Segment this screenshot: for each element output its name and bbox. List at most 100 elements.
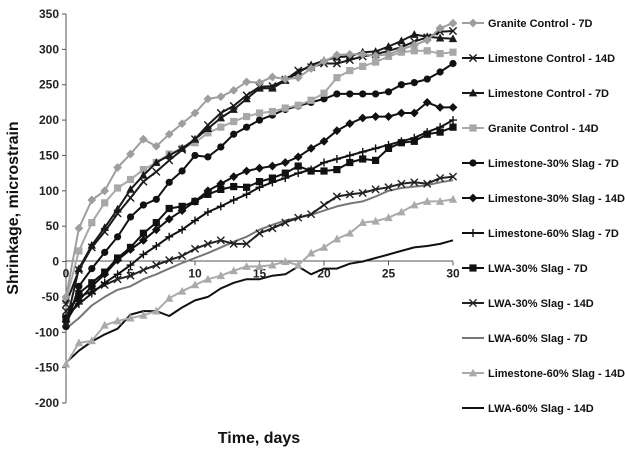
data-point: [449, 116, 457, 125]
data-point: [268, 174, 276, 182]
data-point: [268, 178, 277, 187]
data-point: [152, 241, 161, 250]
data-point: [281, 174, 290, 183]
data-point: [75, 247, 83, 255]
data-point: [152, 260, 161, 270]
data-point: [178, 225, 187, 234]
data-point: [126, 271, 135, 280]
data-point: [423, 128, 432, 137]
data-point: [281, 257, 290, 265]
data-point: [435, 197, 445, 205]
data-point: [255, 229, 264, 238]
data-point: [345, 119, 355, 129]
data-point: [164, 214, 174, 224]
data-point: [293, 73, 303, 83]
data-point: [177, 143, 187, 152]
series-limestone-60-slag-7d: [62, 116, 457, 321]
y-tick-label: -50: [42, 290, 60, 304]
data-point: [100, 186, 110, 196]
data-point: [139, 134, 148, 144]
data-point: [306, 248, 316, 257]
data-point: [410, 47, 418, 55]
data-point: [242, 166, 251, 176]
data-point: [435, 33, 445, 42]
data-point: [320, 167, 328, 175]
data-point: [359, 155, 367, 163]
data-point: [61, 319, 71, 328]
data-point: [333, 166, 341, 174]
legend-swatch-marker: [469, 229, 477, 237]
data-point: [139, 235, 148, 245]
legend-item: LWA-60% Slag - 7D: [462, 333, 588, 345]
data-point: [384, 213, 393, 222]
data-point: [152, 219, 160, 227]
data-point: [113, 316, 122, 325]
data-point: [307, 96, 315, 104]
data-point: [229, 266, 238, 275]
data-point: [384, 49, 393, 59]
data-point: [294, 101, 302, 109]
data-point: [75, 282, 83, 290]
data-point: [61, 359, 71, 368]
data-point: [320, 95, 328, 103]
x-tick-label: 30: [446, 267, 460, 281]
legend-swatch-marker: [469, 159, 477, 167]
data-point: [216, 179, 226, 189]
data-point: [384, 112, 393, 121]
data-point: [216, 108, 225, 118]
data-point: [255, 183, 264, 192]
x-axis-title: Time, days: [218, 430, 301, 447]
data-point: [268, 224, 277, 233]
data-point: [100, 278, 109, 287]
legend-item: Limestone-60% Slag - 14D: [462, 368, 625, 380]
series-granite-control-7d: [61, 18, 458, 302]
data-point: [280, 158, 290, 167]
data-point: [203, 120, 212, 130]
data-point: [152, 158, 161, 166]
data-point: [255, 262, 264, 270]
data-point: [435, 23, 445, 33]
data-point: [74, 265, 83, 275]
data-point: [423, 75, 431, 83]
data-point: [268, 82, 277, 91]
data-point: [242, 94, 251, 103]
data-point: [358, 147, 367, 156]
data-point: [165, 204, 173, 213]
legend-item: LWA-30% Slag - 7D: [462, 263, 588, 275]
data-point: [61, 292, 71, 302]
data-point: [139, 166, 147, 174]
data-point: [397, 108, 406, 118]
data-point: [243, 183, 251, 191]
data-point: [242, 77, 251, 87]
data-point: [139, 265, 148, 275]
x-tick-label: 0: [63, 267, 70, 281]
data-point: [319, 56, 329, 66]
data-point: [294, 260, 303, 269]
data-point: [423, 179, 432, 188]
data-point: [294, 169, 303, 178]
data-point: [151, 141, 161, 151]
data-point: [165, 178, 173, 186]
data-point: [74, 296, 84, 305]
x-ticks: 0 5 10 15 20 25 30: [63, 261, 460, 281]
data-point: [449, 59, 457, 68]
legend-label: Limestone-30% Slag - 7D: [488, 158, 619, 170]
data-point: [75, 289, 83, 297]
series-limestone-60-slag-14d: [61, 194, 458, 368]
data-point: [190, 197, 200, 206]
data-point: [87, 336, 96, 345]
data-point: [152, 195, 160, 203]
legend-label: LWA-60% Slag - 14D: [488, 403, 594, 415]
data-point: [409, 108, 419, 118]
data-point: [255, 178, 264, 186]
data-point: [358, 188, 367, 198]
data-point: [242, 239, 251, 248]
data-point: [345, 49, 355, 59]
data-point: [126, 149, 135, 159]
data-point: [101, 199, 109, 207]
data-point: [61, 299, 71, 309]
data-point: [436, 173, 445, 183]
y-tick-label: -200: [35, 396, 59, 410]
data-point: [384, 183, 393, 192]
y-tick-label: 200: [39, 113, 59, 127]
